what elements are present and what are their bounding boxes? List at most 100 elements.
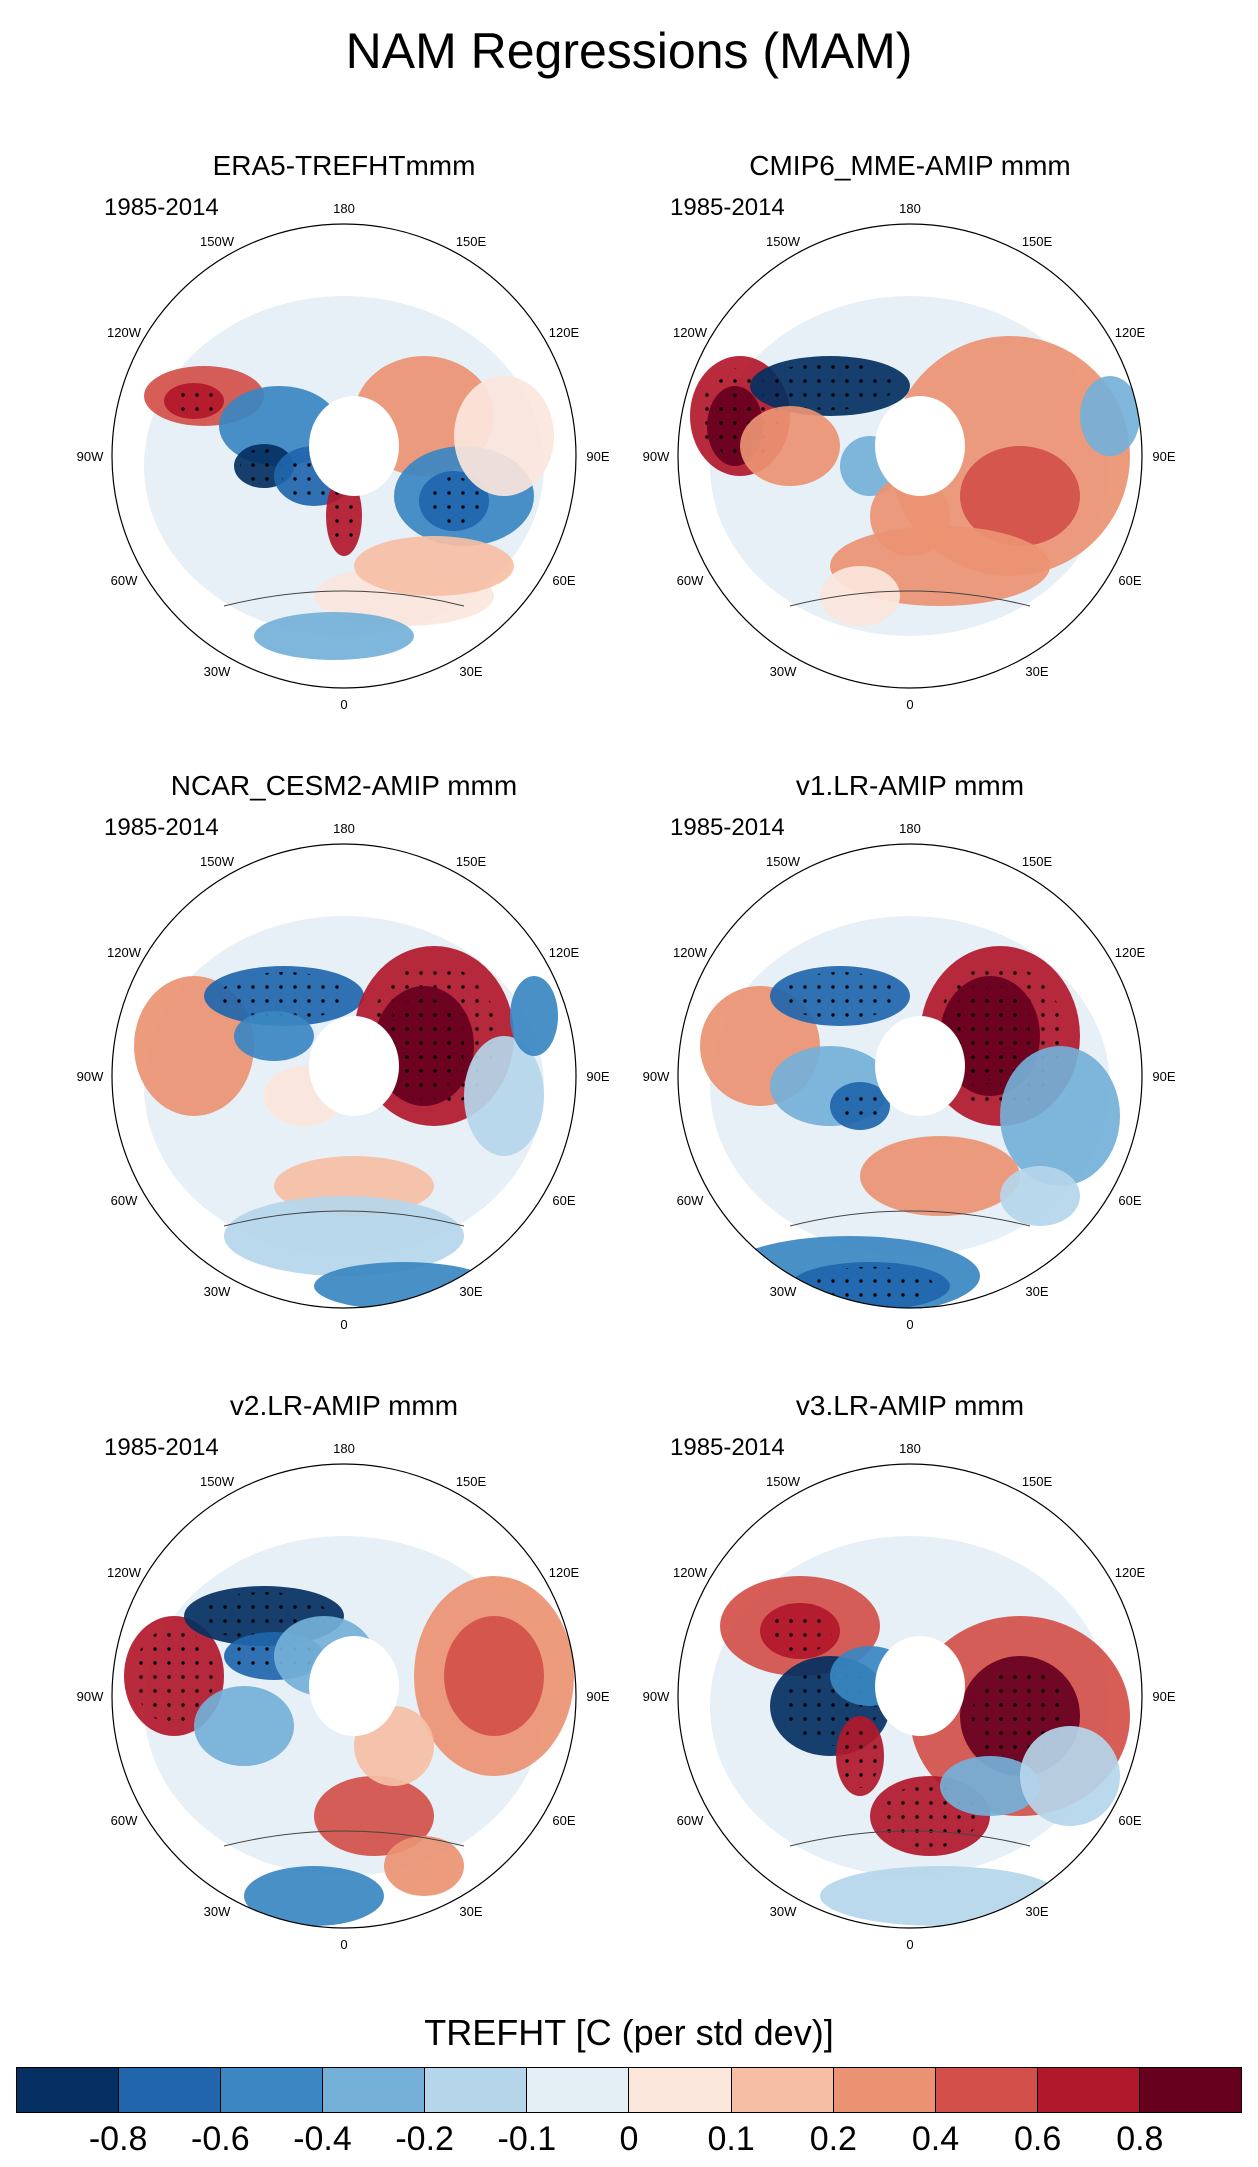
longitude-label: 150E	[1022, 234, 1053, 249]
significance-stipple	[170, 386, 218, 416]
longitude-label: 0	[340, 697, 347, 712]
colorbar-box	[833, 2068, 936, 2112]
longitude-label: 90W	[643, 1069, 670, 1084]
colorbar-box	[221, 2068, 324, 2112]
panel-title: v2.LR-AMIP mmm	[229, 1390, 459, 1421]
shading-region	[740, 406, 840, 486]
longitude-label: 150W	[200, 1474, 235, 1489]
panel-title: v1.LR-AMIP mmm	[795, 770, 1025, 801]
longitude-label: 150W	[200, 854, 235, 869]
colorbar-box	[1139, 2068, 1241, 2112]
colorbar-box	[323, 2068, 426, 2112]
longitude-label: 90W	[643, 449, 670, 464]
shading-region	[464, 1036, 544, 1156]
longitude-label: 60E	[1118, 1813, 1141, 1828]
panel-title: CMIP6_MME-AMIP mmm	[749, 150, 1071, 181]
colorbar-box	[629, 2068, 732, 2112]
longitude-label: 60W	[111, 1193, 138, 1208]
map-border	[677, 223, 1143, 689]
longitude-label: 90W	[77, 1689, 104, 1704]
longitude-label: 30E	[1025, 1284, 1048, 1299]
shading-region	[384, 1836, 464, 1896]
longitude-label: 0	[340, 1317, 347, 1332]
longitude-label: 180	[333, 201, 355, 216]
longitude-label: 120W	[673, 325, 708, 340]
significance-stipple	[806, 1266, 934, 1306]
arctic-cap	[875, 396, 965, 496]
significance-stipple	[426, 477, 482, 525]
shading-region	[254, 612, 414, 660]
colorbar-tick-label: 0.8	[1116, 2120, 1164, 2158]
shading-region	[860, 1136, 1020, 1216]
colorbar-box	[1037, 2068, 1140, 2112]
longitude-label: 90E	[1152, 1689, 1175, 1704]
longitude-label: 30W	[770, 1904, 797, 1919]
polar-map: 0 30E 60E 90E 120E 150E 180 150W 120W 90W 60W 30W	[77, 201, 610, 712]
shading-region	[940, 1756, 1040, 1816]
shading-region	[820, 1866, 1060, 1926]
colorbar-box	[731, 2068, 834, 2112]
polar-map: 0 30E 60E 90E 120E 150E 180 150W 120W 90W 60W 30W	[77, 1441, 610, 1952]
longitude-label: 60E	[1118, 1193, 1141, 1208]
figure-title: NAM Regressions (MAM)	[345, 23, 913, 79]
panel-title: ERA5-TREFHTmmm	[212, 150, 476, 181]
longitude-label: 90W	[77, 449, 104, 464]
longitude-label: 0	[906, 1937, 913, 1952]
colorbar-box	[119, 2068, 222, 2112]
colorbar-tick-label: -0.8	[88, 2120, 148, 2158]
longitude-label: 120W	[673, 945, 708, 960]
longitude-label: 120W	[107, 1565, 142, 1580]
longitude-label: 120W	[673, 1565, 708, 1580]
shading-region	[1020, 1726, 1120, 1826]
longitude-label: 60E	[552, 1193, 575, 1208]
shading-region	[1000, 1166, 1080, 1226]
longitude-label: 60W	[111, 1813, 138, 1828]
longitude-label: 90E	[586, 1069, 609, 1084]
colorbar-tick-label: 0.2	[809, 2120, 857, 2158]
longitude-label: 60W	[677, 573, 704, 588]
colorbar-tick-label: -0.4	[293, 2120, 352, 2158]
shading-region	[960, 446, 1080, 546]
significance-stipple	[784, 972, 896, 1020]
arctic-cap	[875, 1016, 965, 1116]
longitude-label: 150E	[456, 854, 487, 869]
arctic-cap	[875, 1636, 965, 1736]
map-panel: 0 30E 60E 90E 120E 150E 180 150W 120W 90W 60W 30W v2…	[64, 1390, 624, 1970]
shading-region	[870, 476, 950, 556]
longitude-label: 30E	[1025, 1904, 1048, 1919]
longitude-label: 150E	[1022, 854, 1053, 869]
longitude-label: 90E	[1152, 1069, 1175, 1084]
longitude-label: 90W	[77, 1069, 104, 1084]
colorbar-tick-label: -0.1	[497, 2120, 557, 2158]
longitude-label: 0	[906, 1317, 913, 1332]
longitude-label: 150E	[456, 234, 487, 249]
shading-region	[510, 976, 558, 1056]
map-border	[111, 223, 577, 689]
map-panel: 0 30E 60E 90E 120E 150E 180 150W 120W 90W 60W 30W ER…	[64, 150, 624, 730]
longitude-label: 30E	[459, 1904, 482, 1919]
longitude-label: 150W	[766, 1474, 801, 1489]
shading-region	[234, 1011, 314, 1061]
map-border	[677, 843, 1143, 1309]
longitude-label: 150E	[1022, 1474, 1053, 1489]
panel-title: v3.LR-AMIP mmm	[795, 1390, 1025, 1421]
longitude-label: 30W	[204, 1284, 231, 1299]
longitude-label: 0	[906, 697, 913, 712]
longitude-label: 120E	[1115, 325, 1146, 340]
longitude-label: 180	[899, 1441, 921, 1456]
shading-region	[1000, 1046, 1120, 1186]
longitude-label: 0	[340, 1937, 347, 1952]
longitude-label: 120E	[1115, 1565, 1146, 1580]
significance-stipple	[768, 1608, 832, 1654]
shading-region	[314, 1776, 434, 1856]
longitude-label: 60E	[552, 573, 575, 588]
longitude-label: 30W	[770, 664, 797, 679]
longitude-label: 120E	[549, 1565, 580, 1580]
polar-map: 0 30E 60E 90E 120E 150E 180 150W 120W 90W 60W 30W	[643, 821, 1176, 1332]
panel-period: 1985-2014	[670, 1434, 785, 1461]
longitude-label: 60E	[552, 1813, 575, 1828]
longitude-label: 120E	[549, 325, 580, 340]
panel-period: 1985-2014	[104, 194, 219, 221]
panel-period: 1985-2014	[670, 814, 785, 841]
significance-stipple	[766, 362, 894, 410]
